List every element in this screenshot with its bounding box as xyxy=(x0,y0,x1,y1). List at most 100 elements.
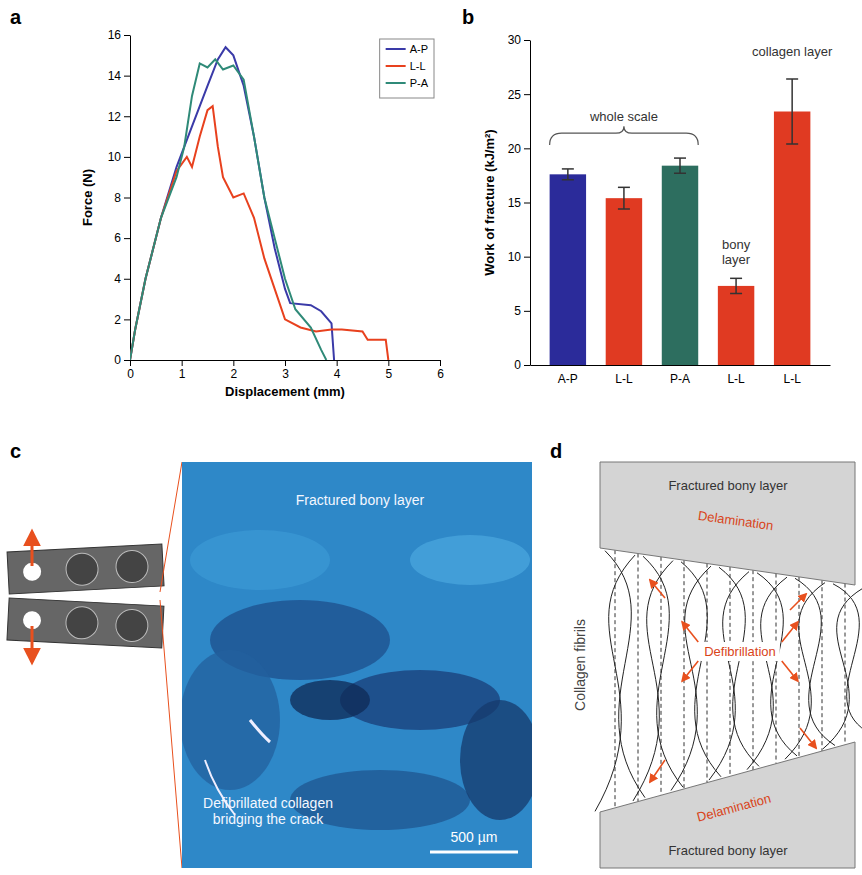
grip xyxy=(115,550,149,584)
axis: A-P L-L P-A L-L L-L xyxy=(531,366,831,386)
panel-label: d xyxy=(550,440,562,462)
error-cap xyxy=(674,157,686,159)
fibril xyxy=(638,554,639,802)
layer-label: Fractured bony layer xyxy=(668,843,788,858)
tick-mark xyxy=(337,360,338,366)
legend-entry: A-P xyxy=(410,43,428,55)
tick-mark xyxy=(440,360,441,366)
fibril xyxy=(681,562,721,777)
tick-label: 4 xyxy=(114,272,121,286)
data-line xyxy=(130,47,334,360)
bar xyxy=(718,286,754,365)
tick: 5 xyxy=(385,360,392,381)
tick-mark xyxy=(524,311,530,312)
error-cap xyxy=(786,143,798,145)
tick-mark xyxy=(124,360,130,361)
tick-label: L-L xyxy=(615,372,633,386)
tick-mark xyxy=(524,257,530,258)
data-line xyxy=(130,106,388,360)
bar-chart: A-PL-LP-AL-LL-L051015202530Work of fract… xyxy=(482,33,833,385)
tick-mark xyxy=(124,116,130,117)
tick: A-P xyxy=(558,372,578,386)
panel-d: Collagen fibrils Fractured bony layer Dela… xyxy=(572,462,862,868)
bony-layer xyxy=(600,462,855,585)
arrow xyxy=(782,661,798,681)
tick: P-A xyxy=(670,372,690,386)
legend-frame xyxy=(380,39,434,98)
tick-label: 25 xyxy=(508,88,522,102)
tick: 25 xyxy=(508,88,530,102)
load-arrow xyxy=(31,532,34,566)
tick-label: 2 xyxy=(114,313,121,327)
tick-mark xyxy=(182,360,183,366)
figure: 01234560246810121416Displacement (mm)For… xyxy=(0,0,862,875)
line-chart: 01234560246810121416Displacement (mm)For… xyxy=(80,28,444,399)
tick: L-L xyxy=(783,372,801,386)
panel-c: Fractured bony layerDefibrillated collag… xyxy=(7,462,540,868)
grip xyxy=(115,609,149,643)
error-bar xyxy=(567,169,569,180)
tick: 4 xyxy=(334,360,341,381)
tick-mark xyxy=(124,35,130,36)
tick: 10 xyxy=(108,150,130,164)
tick-label: 14 xyxy=(108,69,122,83)
label-patch xyxy=(700,642,780,661)
y-axis-title: Force (N) xyxy=(80,169,95,226)
tick: L-L xyxy=(727,372,745,386)
axis-line xyxy=(530,41,531,366)
tick: 0 xyxy=(514,358,530,372)
axis-line xyxy=(531,365,831,366)
process-label: Delamination xyxy=(695,791,772,825)
tick-mark xyxy=(124,279,130,280)
process-label: Delamination xyxy=(697,508,774,533)
tick-label: 2 xyxy=(230,367,237,381)
tick-mark xyxy=(124,76,130,77)
panel-label: c xyxy=(10,440,21,462)
fibril xyxy=(595,555,635,811)
tick: 12 xyxy=(108,110,130,124)
tick: 2 xyxy=(230,360,237,381)
bar xyxy=(550,174,586,365)
tick: 8 xyxy=(114,191,130,205)
fibril xyxy=(795,578,835,745)
legend: A-PL-LP-A xyxy=(380,39,434,98)
legend-swatch xyxy=(386,65,406,67)
fibril xyxy=(747,577,787,770)
arrow xyxy=(782,622,798,642)
zoom-line xyxy=(160,462,182,592)
fibril xyxy=(757,573,797,756)
tick: 0 xyxy=(114,353,130,367)
annotations: whole scalebonylayercollagen layer xyxy=(550,44,833,267)
error-bar xyxy=(679,158,681,173)
error-cap xyxy=(674,173,686,175)
arrow xyxy=(800,728,816,748)
x-axis-title: Displacement (mm) xyxy=(225,384,345,399)
fibril xyxy=(822,580,823,751)
fibril xyxy=(799,577,800,757)
grip xyxy=(65,606,99,640)
tick-mark xyxy=(285,360,286,366)
texture xyxy=(290,680,370,720)
error-cap xyxy=(618,187,630,189)
fibril xyxy=(605,551,645,798)
axis-label: Collagen fibrils xyxy=(572,619,588,711)
texture xyxy=(182,650,280,790)
legend-swatch xyxy=(386,82,406,84)
tick: 14 xyxy=(108,69,130,83)
tick-label: 10 xyxy=(108,150,122,164)
tick-mark xyxy=(130,360,131,366)
texture xyxy=(460,700,532,820)
tick-label: L-L xyxy=(727,372,745,386)
brace xyxy=(550,126,699,145)
bar xyxy=(774,112,810,366)
tick: 1 xyxy=(179,360,186,381)
tick: L-L xyxy=(615,372,633,386)
fibril xyxy=(709,572,749,780)
tick-label: 20 xyxy=(508,142,522,156)
fibre xyxy=(250,720,270,742)
tick-label: 6 xyxy=(437,367,444,381)
fibril xyxy=(643,556,683,787)
scale-bar xyxy=(430,851,518,854)
tick: 16 xyxy=(108,28,130,42)
tick-mark xyxy=(388,360,389,366)
